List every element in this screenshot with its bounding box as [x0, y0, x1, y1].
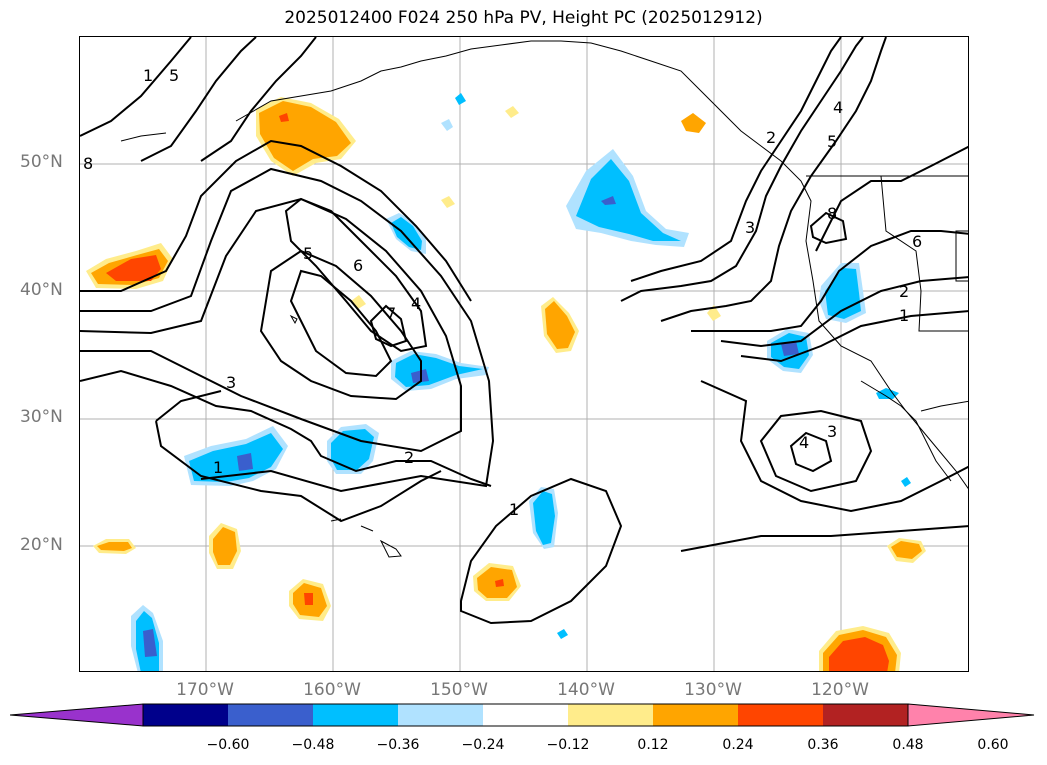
colorbar [10, 703, 1035, 727]
contour-label: 3 [827, 422, 837, 441]
colorbar-segment [143, 704, 228, 726]
contour-label: 1 [143, 66, 153, 85]
contour-label: 2 [404, 448, 414, 467]
colorbar-segments [10, 703, 1035, 727]
lat-label-30n: 30°N [20, 407, 63, 427]
pv-negative-areas [131, 93, 911, 671]
colorbar-tick-label: 0.48 [892, 737, 924, 753]
colorbar-segment [653, 704, 738, 726]
contour-label: 4 [799, 433, 809, 452]
contour-label: 5 [169, 66, 179, 85]
contour-label-group: 1 5 8 5 6 4 7 3 2 1 1 2 5 4 8 3 6 2 1 4 … [83, 66, 922, 519]
map-panel: 1 5 8 5 6 4 7 3 2 1 1 2 5 4 8 3 6 2 1 4 … [79, 36, 969, 672]
lat-label-20n: 20°N [20, 535, 63, 555]
colorbar-tick-label: −0.24 [461, 737, 505, 753]
contour-label: 5 [303, 244, 313, 263]
lon-label-140w: 140°W [557, 680, 615, 700]
contour-label: 2 [899, 282, 909, 301]
contour-label: 6 [912, 232, 922, 251]
colorbar-segment [483, 704, 568, 726]
colorbar-segment [313, 704, 398, 726]
colorbar-tick-label: −0.48 [291, 737, 335, 753]
contour-label: 1 [509, 500, 519, 519]
colorbar-tick-label: 0.36 [807, 737, 839, 753]
colorbar-tick-label: −0.12 [546, 737, 590, 753]
height-contours [80, 37, 968, 625]
colorbar-tick-label: 0.12 [637, 737, 669, 753]
lon-label-160w: 160°W [303, 680, 361, 700]
coastlines [120, 40, 968, 558]
contour-label: 8 [83, 154, 93, 173]
colorbar-tick-label: 0.24 [722, 737, 754, 753]
contour-label: 1 [213, 458, 223, 477]
colorbar-segment [568, 704, 653, 726]
colorbar-tick-label: −0.60 [206, 737, 250, 753]
lon-label-170w: 170°W [176, 680, 234, 700]
contour-label: 5 [827, 132, 837, 151]
lon-label-150w: 150°W [430, 680, 488, 700]
colorbar-tick-label: 0.60 [977, 737, 1009, 753]
lon-label-130w: 130°W [684, 680, 742, 700]
contour-label: 4 [411, 294, 421, 313]
contour-label: 6 [353, 256, 363, 275]
contour-label: 3 [226, 373, 236, 392]
map-canvas: 1 5 8 5 6 4 7 3 2 1 1 2 5 4 8 3 6 2 1 4 … [80, 37, 968, 671]
contour-label: 2 [766, 128, 776, 147]
contour-label: 7 [386, 304, 396, 323]
colorbar-extension-high [907, 703, 1035, 727]
colorbar-outline [142, 703, 909, 727]
colorbar-extension-low [10, 703, 144, 727]
contour-label: 8 [827, 204, 837, 223]
lat-label-40n: 40°N [20, 280, 63, 300]
contour-label: 3 [745, 218, 755, 237]
lat-label-50n: 50°N [20, 152, 63, 172]
colorbar-segment [738, 704, 823, 726]
colorbar-segment [228, 704, 313, 726]
map-title: 2025012400 F024 250 hPa PV, Height PC (2… [284, 8, 763, 28]
pv-positive-areas [86, 97, 926, 671]
colorbar-tick-label: −0.36 [376, 737, 420, 753]
lon-label-120w: 120°W [811, 680, 869, 700]
contour-label: 4 [833, 98, 843, 117]
colorbar-segment [398, 704, 483, 726]
contour-label: 1 [899, 306, 909, 325]
colorbar-segment [823, 704, 908, 726]
